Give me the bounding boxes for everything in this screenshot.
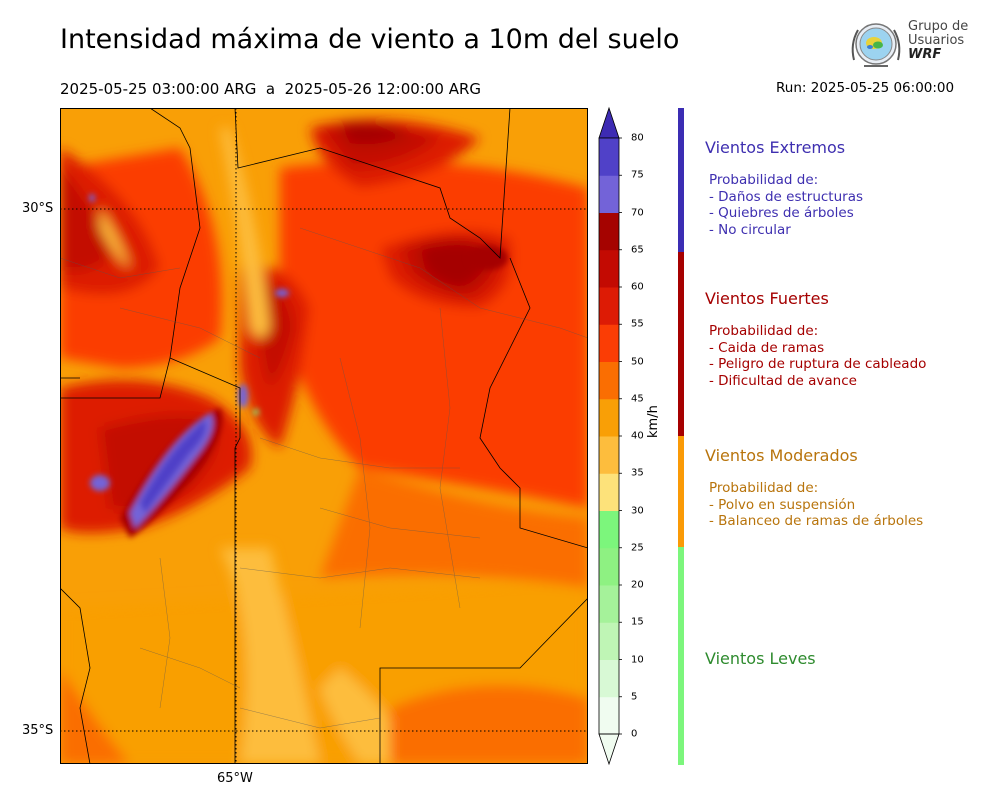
category-bar-strong [678,252,684,436]
category-moderate-line: - Balanceo de ramas de árboles [709,513,924,529]
colorbar-segment [599,510,619,549]
colorbar-tick-label: 15 [631,616,644,628]
category-bar-moderate [678,436,684,547]
wrf-users-logo: Grupo de Usuarios WRF [848,16,978,72]
colorbar-tick-label: 70 [631,207,644,218]
category-extreme-title: Vientos Extremos [705,138,846,157]
colorbar-tick-label: 20 [631,579,644,591]
colorbar-tick-label: 5 [631,691,638,703]
colorbar-segment [599,398,619,437]
colorbar-segment [599,361,619,400]
category-moderate-line: Probabilidad de: [709,480,819,496]
colorbar-tick-label: 35 [631,467,644,479]
category-extreme-line: - Daños de estructuras [709,188,864,205]
category-moderate-description: Probabilidad de: - Polvo en suspensión -… [709,480,923,530]
colorbar-tick-label: 55 [631,318,644,330]
colorbar-tick-label: 25 [631,542,644,554]
department-borders [60,227,588,729]
colorbar-tick-label: 65 [631,244,644,256]
colorbar-extend-max [598,106,620,139]
colorbar-segment [599,696,619,735]
colorbar-segment [599,473,619,511]
logo-line-1: Grupo de [908,19,969,34]
colorbar-segment [599,547,619,586]
category-strong-line: - Peligro de ruptura de cableado [709,356,927,372]
category-extreme-line: Probabilidad de: [709,172,819,188]
colorbar-segment [599,287,619,325]
logo-wrf: WRF [908,47,942,62]
political-borders [60,108,588,764]
colorbar-tick-label: 30 [631,505,644,516]
extreme-wind-core [89,194,508,538]
category-extreme-line: - No circular [709,221,791,238]
colorbar-tick-label: 0 [631,728,638,740]
lat-label-30s: 30°S [22,201,54,216]
category-light-title: Vientos Leves [705,649,816,668]
colorbar-segment [599,659,619,698]
category-strong-line: Probabilidad de: [709,323,819,339]
category-extreme-line: - Quiebres de árboles [709,205,854,221]
forecast-period: 2025-05-25 03:00:00 ARG a 2025-05-26 12:… [60,80,482,98]
colorbar-segment [599,324,619,362]
logo-text: Grupo de Usuarios WRF [908,20,968,62]
category-bar-extreme [678,108,684,252]
model-run-time: Run: 2025-05-25 06:00:00 [776,80,955,96]
colorbar-segment [599,585,619,623]
colorbar-extend-min [598,733,620,766]
colorbar-tick-label: 50 [631,356,644,367]
colorbar-tick-label: 10 [631,654,644,665]
logo-line-2: Usuarios [908,33,965,48]
category-strong-title: Vientos Fuertes [705,289,829,308]
category-bar-light [678,547,684,765]
category-strong-line: - Dificultad de avance [709,372,857,389]
category-extreme-description: Probabilidad de: - Daños de estructuras … [709,172,863,238]
globe-emblem-icon [851,23,901,67]
colorbar-tick-label: 45 [631,393,644,405]
lat-label-35s: 35°S [22,723,54,738]
category-moderate-title: Vientos Moderados [705,446,858,465]
wind-map [60,108,588,764]
colorbar-tick-label: 40 [631,430,644,442]
chart-title: Intensidad máxima de viento a 10m del su… [60,24,680,55]
category-strong-line: - Caida de ramas [709,339,825,356]
colorbar-segment [599,622,619,660]
category-strong-description: Probabilidad de: - Caida de ramas - Peli… [709,323,926,389]
graticule [60,108,588,764]
wind-map-canvas [60,108,588,764]
colorbar-tick-label: 60 [631,281,644,293]
colorbar-segment [599,212,619,251]
category-moderate-line: - Polvo en suspensión [709,496,856,513]
colorbar-tick-label: 80 [631,132,644,144]
colorbar-unit: km/h [646,405,661,438]
map-frame [60,108,588,764]
colorbar-segment [599,436,619,474]
colorbar [598,106,622,766]
colorbar-tick-label: 75 [631,169,644,181]
colorbar-segment [599,249,619,288]
lon-label-65w: 65°W [217,771,253,786]
colorbar-segment [599,175,619,213]
colorbar-segment [599,138,619,176]
